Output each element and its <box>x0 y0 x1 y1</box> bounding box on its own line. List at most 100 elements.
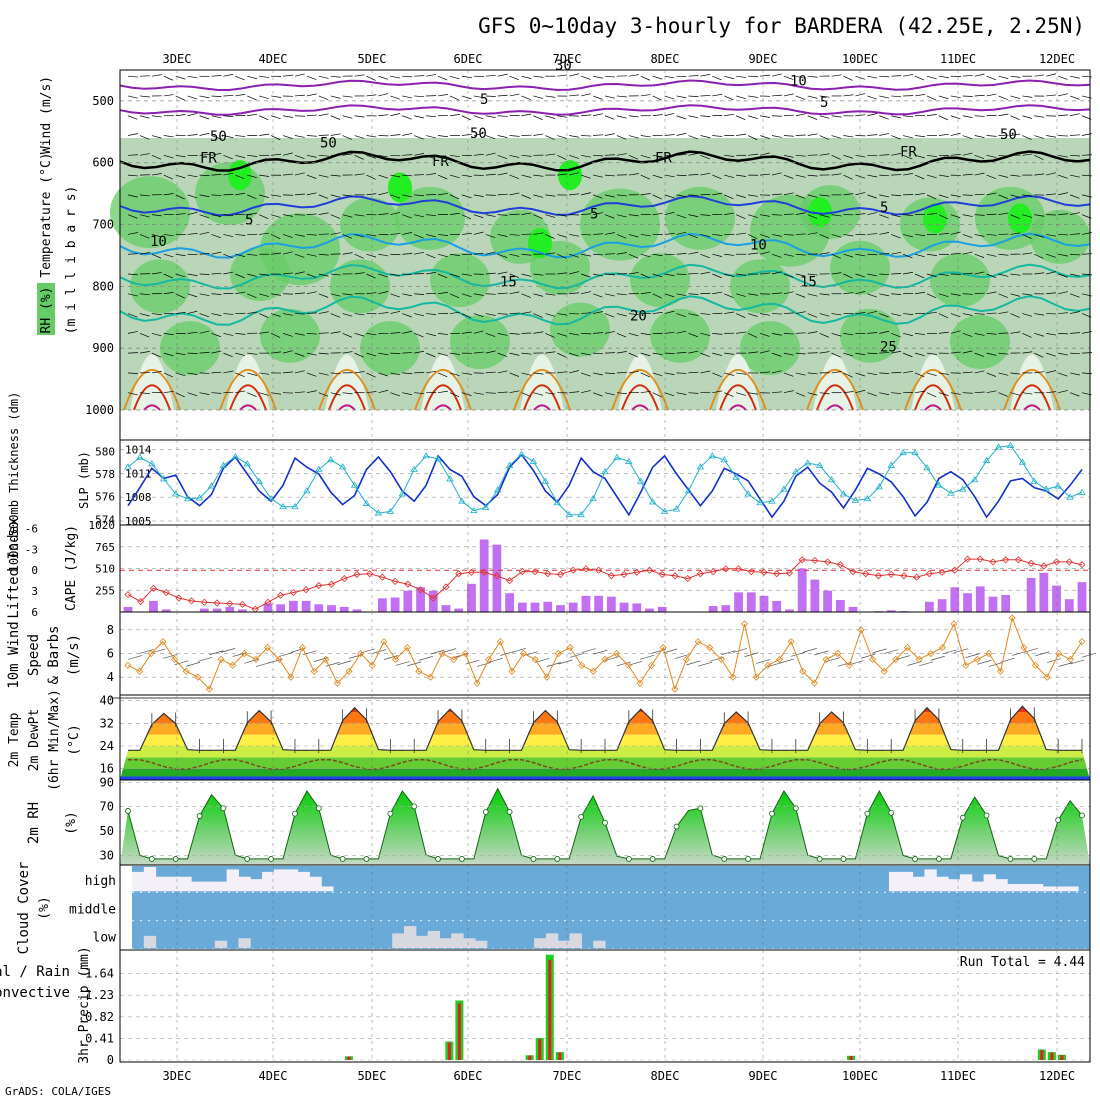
wind-speed-point <box>194 673 202 681</box>
wind-barb <box>676 214 687 219</box>
wind-barb <box>736 75 747 78</box>
wind-barb <box>962 214 973 217</box>
wind-barb <box>843 292 854 295</box>
wind-barb <box>151 115 162 118</box>
wind-barb <box>604 75 615 78</box>
slp-point <box>148 460 156 467</box>
wind-barb <box>712 390 723 394</box>
wind-speed-point <box>985 649 993 658</box>
wind-speed-point <box>834 649 842 658</box>
wind-barb <box>247 95 257 101</box>
wind-barb <box>795 392 806 397</box>
wind-barb <box>294 253 305 258</box>
wind-barb <box>1046 253 1056 258</box>
wind-barb <box>521 372 532 376</box>
wind-barb <box>1058 114 1069 117</box>
wind-barb <box>819 293 830 296</box>
cape-bar <box>975 586 985 612</box>
wind-barb-10m <box>290 648 305 653</box>
cape-bar <box>632 603 642 612</box>
li-tick-label: 6 <box>31 606 38 619</box>
wind-barb <box>771 115 782 117</box>
wind-barb <box>366 234 377 237</box>
wind-barb <box>891 313 902 317</box>
wind-barb <box>509 154 520 158</box>
temp-contour-minus5 <box>119 104 1091 116</box>
wind-barb <box>402 133 413 136</box>
wind-barb <box>270 333 281 338</box>
wind-barb <box>127 174 138 177</box>
wind-barb <box>914 94 925 97</box>
temp-contour-35 <box>434 404 452 411</box>
wind-barb <box>485 272 496 275</box>
wind-barb <box>998 174 1009 178</box>
wind-barb <box>402 115 412 120</box>
rh2m-point <box>125 808 131 814</box>
rh2m-point <box>387 810 394 817</box>
slp-point <box>243 460 251 467</box>
wind-barb <box>378 114 389 117</box>
wind-barb <box>759 214 770 217</box>
wind-barb <box>795 253 806 256</box>
rh2m-point <box>268 856 275 862</box>
wind-barb <box>581 372 591 377</box>
contour-label: 5 <box>480 92 488 108</box>
temp-contour-25 <box>123 368 181 411</box>
temp-contour-35 <box>826 404 844 411</box>
wind-barb <box>330 372 341 375</box>
cloud-high-bar <box>202 881 216 892</box>
cloud-low-bar <box>451 933 464 948</box>
slp-point <box>303 487 311 494</box>
wind-barb <box>986 291 997 295</box>
rh2m-point <box>983 812 990 819</box>
wind-barb <box>974 333 985 336</box>
wind-barb <box>390 332 401 334</box>
wind-barb <box>616 313 627 317</box>
wind-barb <box>211 152 222 156</box>
wind-barb <box>390 212 401 215</box>
wind-barb <box>974 115 985 117</box>
wind-barb <box>974 391 985 394</box>
wind-barb <box>545 234 555 239</box>
wind-barb <box>759 333 770 337</box>
wind-barb-10m <box>279 652 294 657</box>
wind-barb-10m <box>442 648 457 653</box>
wind-barb <box>473 214 484 219</box>
wind-barb <box>461 392 472 396</box>
wind-barb <box>318 75 329 79</box>
wind-barb <box>640 154 651 159</box>
wind-barb <box>664 331 675 334</box>
lifted-index-point <box>442 583 450 591</box>
wind-barb <box>163 253 174 258</box>
wind-barb <box>211 313 222 316</box>
wind-speed-point <box>136 667 144 675</box>
wind-barb <box>509 273 520 278</box>
lifted-index-point <box>1014 556 1022 564</box>
temp2m-label-4: (°C) <box>67 724 82 755</box>
wind-barb <box>1034 173 1045 176</box>
wind-barb <box>199 95 210 99</box>
wind-barb <box>449 154 460 158</box>
wind-barb <box>807 133 818 136</box>
wind-barb <box>938 194 949 199</box>
wind-barb <box>259 115 269 121</box>
wind-barb <box>783 372 794 377</box>
wind-barb <box>938 214 949 220</box>
wind-barb <box>1058 253 1069 257</box>
wind-barb <box>569 292 580 295</box>
wind-barb <box>962 251 973 255</box>
lifted-index-point <box>849 568 857 576</box>
wind-barb <box>1022 115 1033 119</box>
wind-barb <box>950 293 961 296</box>
wind-barb <box>914 174 925 180</box>
wind-barb <box>223 193 234 196</box>
wind-barb <box>616 194 627 197</box>
top-day-label: 5DEC <box>358 52 387 66</box>
wind-speed-point <box>380 638 388 646</box>
wind-barb <box>712 75 722 81</box>
wind-speed-point <box>333 679 341 687</box>
wind-barb <box>533 174 544 177</box>
wind-barb <box>640 75 651 81</box>
rh2m-unit-label: (%) <box>64 811 79 834</box>
cape-bar <box>988 596 998 612</box>
